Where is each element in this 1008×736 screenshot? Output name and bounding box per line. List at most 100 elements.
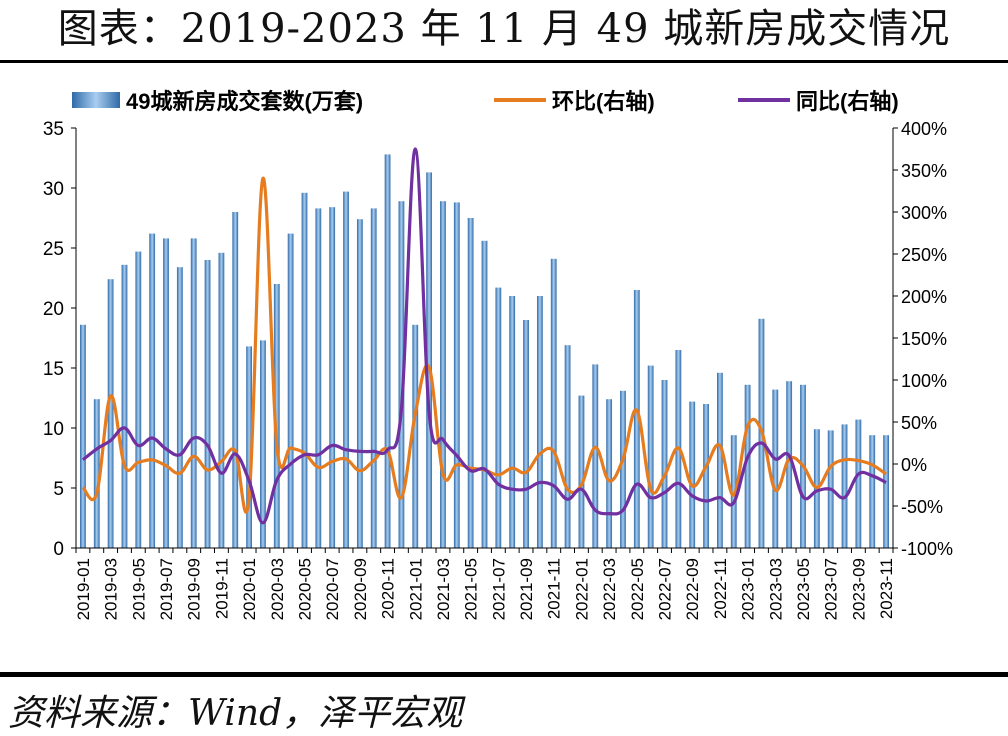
chart-legend: 49城新房成交套数(万套) 环比(右轴) 同比(右轴) xyxy=(72,89,899,114)
bar-2023-08 xyxy=(841,424,848,548)
x-tick-label: 2021-01 xyxy=(406,558,425,620)
bar-2020-11 xyxy=(384,154,391,548)
y-right-tick-label: 350% xyxy=(901,161,947,181)
y-left-tick-label: 25 xyxy=(43,239,64,260)
bar-2023-01 xyxy=(744,384,751,548)
x-tick-label: 2019-03 xyxy=(102,558,121,620)
y-right-tick-label: 50% xyxy=(901,413,937,433)
bar-2020-09 xyxy=(356,219,363,548)
y-left-tick-label: 15 xyxy=(43,359,64,380)
bar-2020-02 xyxy=(260,340,266,548)
bar-series xyxy=(80,154,889,549)
bar-2020-04 xyxy=(287,233,294,548)
y-left-tick-label: 10 xyxy=(43,419,64,440)
bar-2019-02 xyxy=(93,399,100,548)
y-right-tick-label: -50% xyxy=(901,497,943,517)
bar-2019-08 xyxy=(176,267,183,548)
x-tick-label: 2021-03 xyxy=(434,558,453,620)
x-tick-label: 2020-05 xyxy=(295,558,314,620)
bar-2022-09 xyxy=(689,401,696,548)
bar-2019-04 xyxy=(121,264,128,548)
x-tick-label: 2023-11 xyxy=(877,558,896,619)
x-tick-label: 2020-11 xyxy=(379,558,398,619)
x-tick-label: 2022-07 xyxy=(656,558,675,620)
bar-2020-06 xyxy=(315,208,322,548)
bar-2021-03 xyxy=(440,201,446,548)
bar-2019-01 xyxy=(80,324,86,548)
bar-2020-05 xyxy=(301,192,308,549)
x-tick-label: 2019-01 xyxy=(74,558,93,620)
y-left-tick-label: 5 xyxy=(53,479,64,500)
bar-2022-01 xyxy=(578,395,585,548)
x-tick-label: 2023-05 xyxy=(794,558,813,620)
chart-axes: 0 5 10 15 20 25 30 35 -100% -50% 0% 50% 100% 150% 200%… xyxy=(43,119,953,560)
bar-2022-02 xyxy=(592,364,599,548)
x-tick-label: 2022-01 xyxy=(572,558,591,620)
x-axis-labels: 2019-01 2019-03 2019-05 2019-07 2019-09 2019-… xyxy=(74,558,896,620)
y-right-tick-label: 200% xyxy=(901,287,947,307)
bar-2021-11 xyxy=(550,258,557,548)
bar-2020-08 xyxy=(343,191,349,548)
y-left-tick-label: 20 xyxy=(43,299,64,320)
bar-2020-12 xyxy=(398,201,405,548)
y-left-tick-label: 0 xyxy=(53,539,64,560)
bar-2021-12 xyxy=(564,345,571,548)
x-tick-label: 2022-05 xyxy=(628,558,647,620)
x-tick-label: 2019-07 xyxy=(157,558,176,620)
bar-2023-09 xyxy=(855,419,862,548)
bar-2023-03 xyxy=(772,389,779,548)
bar-2023-11 xyxy=(883,435,889,548)
x-tick-label: 2021-09 xyxy=(517,558,536,620)
x-tick-label: 2019-05 xyxy=(129,558,148,620)
bar-2019-10 xyxy=(204,260,211,548)
bar-2019-09 xyxy=(190,238,197,548)
bar-2022-06 xyxy=(647,365,654,548)
x-tick-label: 2019-09 xyxy=(185,558,204,620)
x-tick-label: 2022-09 xyxy=(683,558,702,620)
bar-2021-01 xyxy=(412,324,419,548)
bar-2022-03 xyxy=(606,399,613,548)
x-tick-label: 2021-11 xyxy=(545,558,564,619)
chart-area: 49城新房成交套数(万套) 环比(右轴) 同比(右轴) 0 5 10 15 20 25 30 35… xyxy=(43,89,953,620)
bar-2019-05 xyxy=(135,251,142,548)
bar-2022-04 xyxy=(620,390,626,548)
x-tick-label: 2019-11 xyxy=(212,558,231,619)
bar-2023-10 xyxy=(869,435,876,548)
y-right-tick-label: 150% xyxy=(901,329,947,349)
legend-yoy-label: 同比(右轴) xyxy=(796,89,899,114)
x-tick-label: 2023-07 xyxy=(822,558,841,620)
y-right-tick-label: 100% xyxy=(901,371,947,391)
x-tick-label: 2023-03 xyxy=(766,558,785,620)
x-tick-label: 2023-01 xyxy=(739,558,758,620)
x-tick-label: 2020-01 xyxy=(240,558,259,620)
legend-mom-label: 环比(右轴) xyxy=(552,89,655,114)
bottom-divider xyxy=(0,672,1008,677)
x-tick-label: 2020-03 xyxy=(268,558,287,620)
line-series xyxy=(81,147,888,525)
bar-2021-09 xyxy=(523,320,529,548)
x-tick-label: 2023-09 xyxy=(849,558,868,620)
y-right-tick-label: -100% xyxy=(901,539,953,559)
y-right-tick-label: 400% xyxy=(901,119,947,139)
x-tick-label: 2021-07 xyxy=(489,558,508,620)
bar-2021-06 xyxy=(481,240,488,549)
x-tick-label: 2020-07 xyxy=(323,558,342,620)
bar-2021-05 xyxy=(467,218,474,548)
bar-2022-11 xyxy=(716,372,723,548)
y-left-tick-label: 30 xyxy=(43,179,64,200)
bar-2021-02 xyxy=(426,172,433,548)
legend-bar-label: 49城新房成交套数(万套) xyxy=(126,89,363,114)
bar-2020-03 xyxy=(273,284,280,548)
source-note: 资料来源：Wind，泽平宏观 xyxy=(8,693,463,734)
bar-2022-07 xyxy=(661,380,668,548)
mom-line xyxy=(81,176,888,514)
bar-2022-12 xyxy=(730,435,737,548)
bar-2019-07 xyxy=(163,238,169,548)
bar-2020-10 xyxy=(370,208,377,548)
y-right-tick-label: 0% xyxy=(901,455,927,475)
bar-2021-08 xyxy=(509,296,516,548)
bar-2021-07 xyxy=(495,287,502,548)
bar-2021-04 xyxy=(453,202,460,548)
y-right-tick-label: 300% xyxy=(901,203,947,223)
y-left-tick-label: 35 xyxy=(43,119,64,140)
